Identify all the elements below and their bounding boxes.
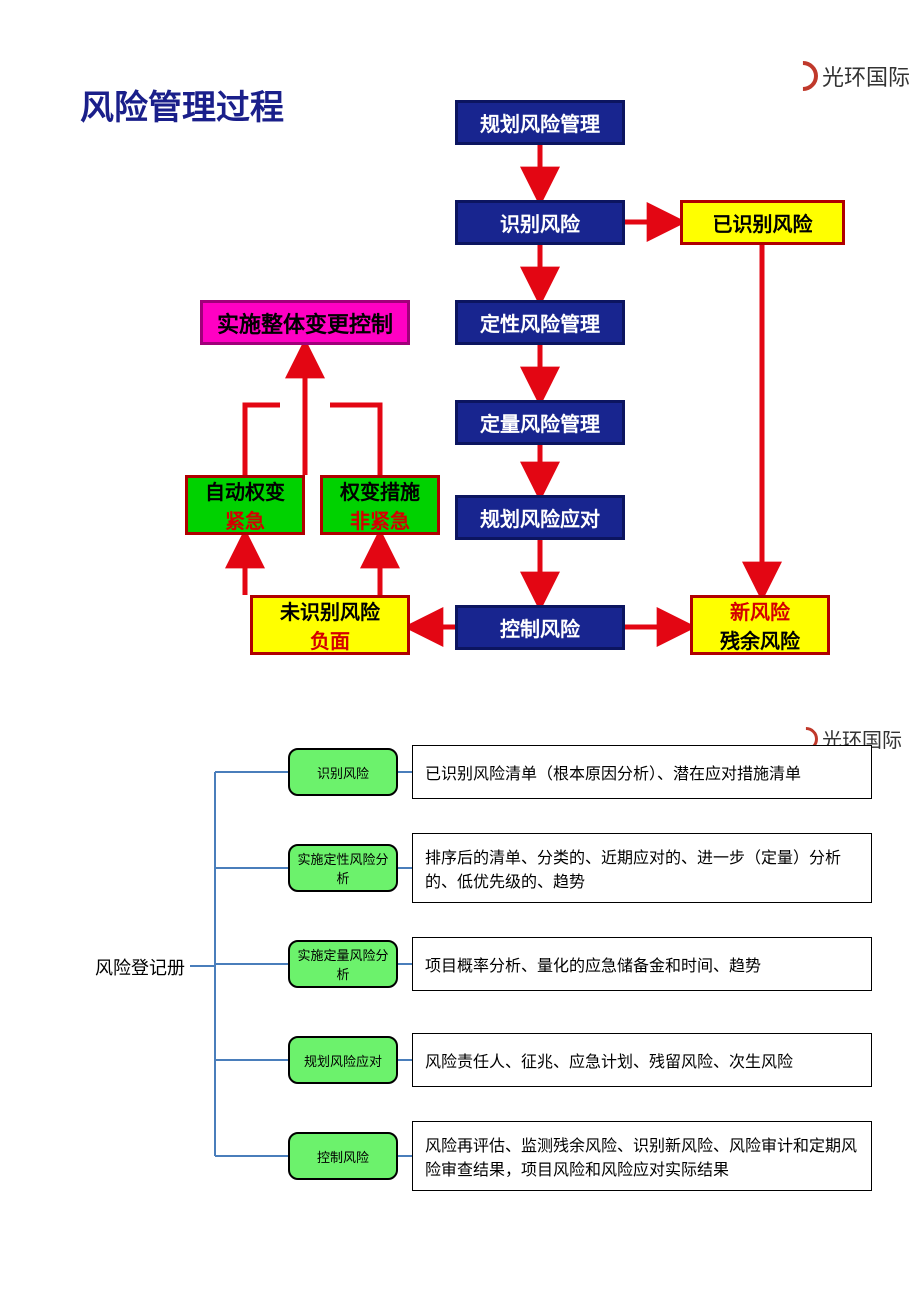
tree-node: 实施定性风险分析 bbox=[288, 844, 398, 892]
flow-box-b5: 规划风险应对 bbox=[455, 495, 625, 540]
tree-desc: 风险责任人、征兆、应急计划、残留风险、次生风险 bbox=[412, 1033, 872, 1087]
tree-desc: 项目概率分析、量化的应急储备金和时间、趋势 bbox=[412, 937, 872, 991]
tree-lines bbox=[0, 720, 920, 1300]
tree-desc: 风险再评估、监测残余风险、识别新风险、风险审计和定期风险审查结果，项目风险和风险… bbox=[412, 1121, 872, 1191]
tree-desc: 排序后的清单、分类的、近期应对的、进一步（定量）分析的、低优先级的、趋势 bbox=[412, 833, 872, 903]
flow-box-b2: 识别风险 bbox=[455, 200, 625, 245]
flow-box-y2: 新风险残余风险 bbox=[690, 595, 830, 655]
flow-box-y1: 未识别风险负面 bbox=[250, 595, 410, 655]
flow-box-b2r: 已识别风险 bbox=[680, 200, 845, 245]
flow-box-b6: 控制风险 bbox=[455, 605, 625, 650]
tree-root-label: 风险登记册 bbox=[95, 958, 185, 978]
flowchart-panel: 风险管理过程 光环国际 规划风险管理识别风险已识别风险定性风险管理实施整体变更控… bbox=[0, 0, 920, 720]
tree-root: 风险登记册 bbox=[95, 954, 185, 980]
flow-box-b3: 定性风险管理 bbox=[455, 300, 625, 345]
flow-box-b3l: 实施整体变更控制 bbox=[200, 300, 410, 345]
flow-box-g1: 自动权变紧急 bbox=[185, 475, 305, 535]
tree-panel: 光环国际 风险登记册 识别风险已识别风险清单（根本原因分析）、潜在应对措施清单实… bbox=[0, 720, 920, 1300]
flow-box-b1: 规划风险管理 bbox=[455, 100, 625, 145]
tree-node: 实施定量风险分析 bbox=[288, 940, 398, 988]
flow-box-g2: 权变措施非紧急 bbox=[320, 475, 440, 535]
tree-desc: 已识别风险清单（根本原因分析）、潜在应对措施清单 bbox=[412, 745, 872, 799]
tree-node: 规划风险应对 bbox=[288, 1036, 398, 1084]
tree-node: 控制风险 bbox=[288, 1132, 398, 1180]
tree-node: 识别风险 bbox=[288, 748, 398, 796]
flow-box-b4: 定量风险管理 bbox=[455, 400, 625, 445]
